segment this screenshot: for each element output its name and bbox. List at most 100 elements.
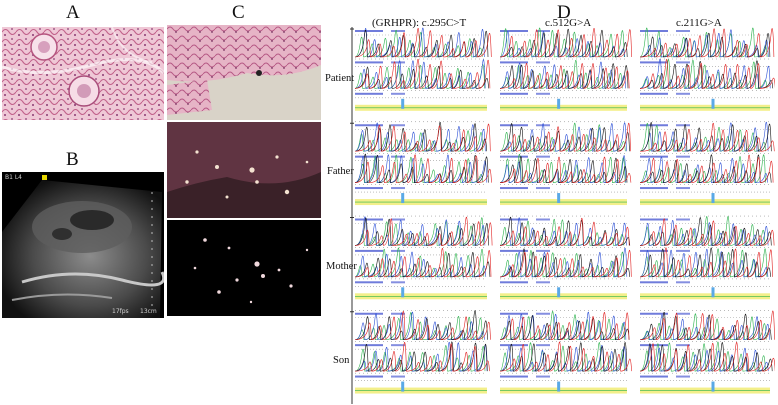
chromatogram-trace <box>354 28 492 58</box>
chromatogram-trace <box>354 30 489 58</box>
chromatogram-trace <box>499 28 628 58</box>
mutation-label-grhpr-c295: (GRHPR): c.295C>T <box>372 17 467 29</box>
chromatogram-trace <box>499 60 623 89</box>
trace-header <box>536 344 550 347</box>
sanger-chromatogram-grid <box>350 27 775 404</box>
chromatogram-trace <box>639 313 767 341</box>
trace-header <box>640 344 668 347</box>
trace-header <box>536 92 550 95</box>
chromatogram-trace <box>354 311 485 341</box>
trace-header <box>676 281 690 284</box>
trace-header <box>676 312 690 315</box>
chromatogram-trace <box>354 154 488 183</box>
panel-label-b: B <box>66 149 79 170</box>
trace-header <box>355 30 383 32</box>
chromatogram-trace <box>499 123 630 152</box>
ultrasound-image: B1 L4 17fps 13cm <box>2 172 164 318</box>
trace-header <box>500 92 528 95</box>
variant-marker <box>557 287 561 298</box>
trace-header <box>640 281 668 284</box>
trace-header <box>355 155 383 158</box>
chromatogram-trace <box>639 220 769 246</box>
chromatogram-trace <box>499 217 630 246</box>
chromatogram-trace <box>639 123 766 152</box>
trace-header <box>676 124 690 127</box>
trace-header <box>391 92 405 95</box>
trace-header <box>391 124 405 127</box>
trace-header <box>676 30 690 32</box>
chromatogram-trace <box>499 155 627 183</box>
trace-header <box>536 30 550 32</box>
trace-header <box>500 155 528 158</box>
trace-header <box>640 218 668 221</box>
variant-marker <box>711 381 715 392</box>
chromatogram-trace <box>499 341 632 372</box>
variant-marker <box>401 193 405 204</box>
chromatogram-trace <box>354 216 493 246</box>
variant-marker <box>711 287 715 298</box>
row-label-mother: Mother <box>326 261 357 272</box>
trace-header <box>640 249 668 252</box>
trace-header <box>640 312 668 315</box>
variant-marker <box>557 381 561 392</box>
trace-header <box>640 124 668 127</box>
chromatogram-trace <box>354 311 491 341</box>
chromatogram-trace <box>499 219 625 246</box>
chromatogram-trace <box>354 342 490 372</box>
trace-header <box>676 218 690 221</box>
chromatogram-trace <box>499 217 627 246</box>
chromatogram-trace <box>639 154 772 183</box>
microscopy-polarized-image <box>167 220 321 316</box>
trace-header <box>640 155 668 158</box>
trace-header <box>391 187 405 190</box>
variant-marker <box>557 98 561 109</box>
variant-marker <box>401 381 405 392</box>
trace-header <box>500 218 528 221</box>
trace-header <box>640 187 668 190</box>
trace-header <box>391 249 405 252</box>
chromatogram-trace <box>499 247 628 278</box>
trace-header <box>391 218 405 221</box>
trace-header <box>676 187 690 190</box>
trace-header <box>500 187 528 190</box>
trace-header <box>536 375 550 378</box>
chromatogram-trace <box>354 30 483 58</box>
chromatogram-trace <box>354 123 491 152</box>
trace-header <box>355 375 383 378</box>
trace-header <box>355 124 383 127</box>
chromatogram-trace <box>499 122 627 152</box>
chromatogram-trace <box>499 63 630 89</box>
trace-header <box>391 61 405 64</box>
trace-header <box>676 375 690 378</box>
trace-header <box>676 61 690 64</box>
trace-header <box>391 30 405 32</box>
trace-header <box>536 187 550 190</box>
chromatogram-trace <box>354 122 487 152</box>
chromatogram-trace <box>354 217 489 246</box>
chromatogram-trace <box>499 250 632 278</box>
chromatogram-trace <box>639 154 774 183</box>
chromatogram-trace <box>499 122 631 152</box>
trace-header <box>536 218 550 221</box>
trace-header <box>640 30 668 32</box>
microscopy-partial-polarized-image <box>167 122 321 218</box>
trace-header <box>355 344 383 347</box>
microscopy-brightfield-image <box>167 25 321 120</box>
trace-header <box>640 61 668 64</box>
chromatogram-trace <box>354 248 492 278</box>
mutation-label-c512: c.512G>A <box>545 17 592 29</box>
chromatogram-trace <box>354 59 491 89</box>
trace-header <box>355 249 383 252</box>
trace-header <box>500 249 528 252</box>
trace-header <box>355 187 383 190</box>
ultrasound-depth-text: 13cm <box>140 308 157 315</box>
chromatogram-trace <box>639 247 773 278</box>
row-label-patient: Patient <box>325 73 355 84</box>
trace-header <box>391 155 405 158</box>
chromatogram-trace <box>354 310 488 341</box>
chromatogram-trace <box>499 315 630 341</box>
chromatogram-trace <box>639 122 775 152</box>
variant-marker <box>711 98 715 109</box>
trace-header <box>391 375 405 378</box>
chromatogram-trace <box>354 154 484 183</box>
